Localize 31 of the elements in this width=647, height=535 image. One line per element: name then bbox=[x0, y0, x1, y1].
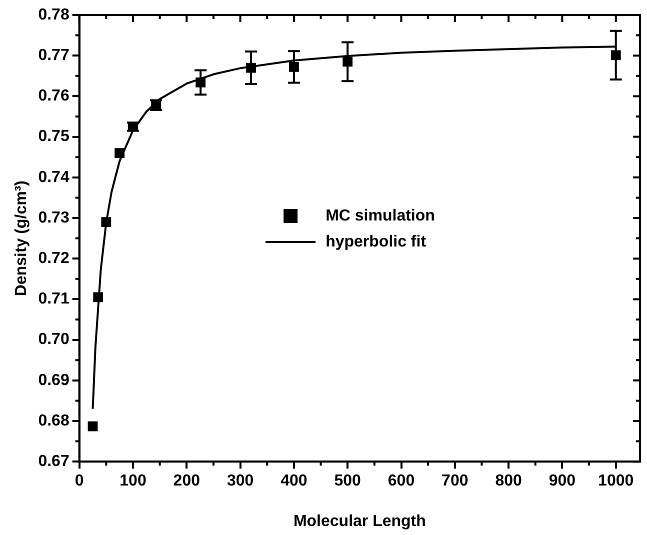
y-tick-label: 0.69 bbox=[38, 372, 70, 389]
y-tick-label: 0.68 bbox=[38, 412, 70, 430]
x-tick-label: 600 bbox=[388, 472, 415, 490]
point bbox=[114, 148, 125, 158]
x-tick-label: 1000 bbox=[598, 472, 634, 490]
legend-label: hyperbolic fit bbox=[326, 233, 427, 250]
x-tick-label: 900 bbox=[548, 472, 576, 490]
x-tick-label: 100 bbox=[120, 472, 146, 490]
y-tick-label: 0.72 bbox=[38, 250, 70, 268]
y-axis-title: Density (g/cm³) bbox=[13, 180, 30, 296]
legend-label: MC simulation bbox=[326, 207, 435, 224]
x-tick-label: 0 bbox=[74, 472, 84, 490]
x-tick-label: 700 bbox=[442, 472, 468, 490]
y-tick-label: 0.71 bbox=[38, 290, 70, 308]
y-tick-label: 0.77 bbox=[38, 47, 70, 64]
x-axis-title: Molecular Length bbox=[293, 512, 426, 530]
y-tick-label: 0.73 bbox=[38, 209, 70, 226]
y-tick-label: 0.76 bbox=[38, 88, 70, 105]
y-tick-label: 0.75 bbox=[38, 128, 70, 146]
x-tick-label: 500 bbox=[334, 472, 362, 490]
y-tick-label: 0.70 bbox=[38, 331, 70, 348]
x-tick-label: 200 bbox=[173, 472, 200, 490]
y-tick-label: 0.78 bbox=[38, 6, 70, 24]
x-tick-label: 300 bbox=[226, 472, 254, 490]
point bbox=[88, 421, 98, 432]
x-tick-label: 800 bbox=[495, 472, 522, 490]
point bbox=[101, 217, 112, 228]
y-tick-label: 0.74 bbox=[38, 168, 70, 186]
y-tick-label: 0.67 bbox=[38, 453, 70, 470]
point bbox=[93, 292, 104, 302]
x-tick-label: 400 bbox=[280, 472, 308, 490]
